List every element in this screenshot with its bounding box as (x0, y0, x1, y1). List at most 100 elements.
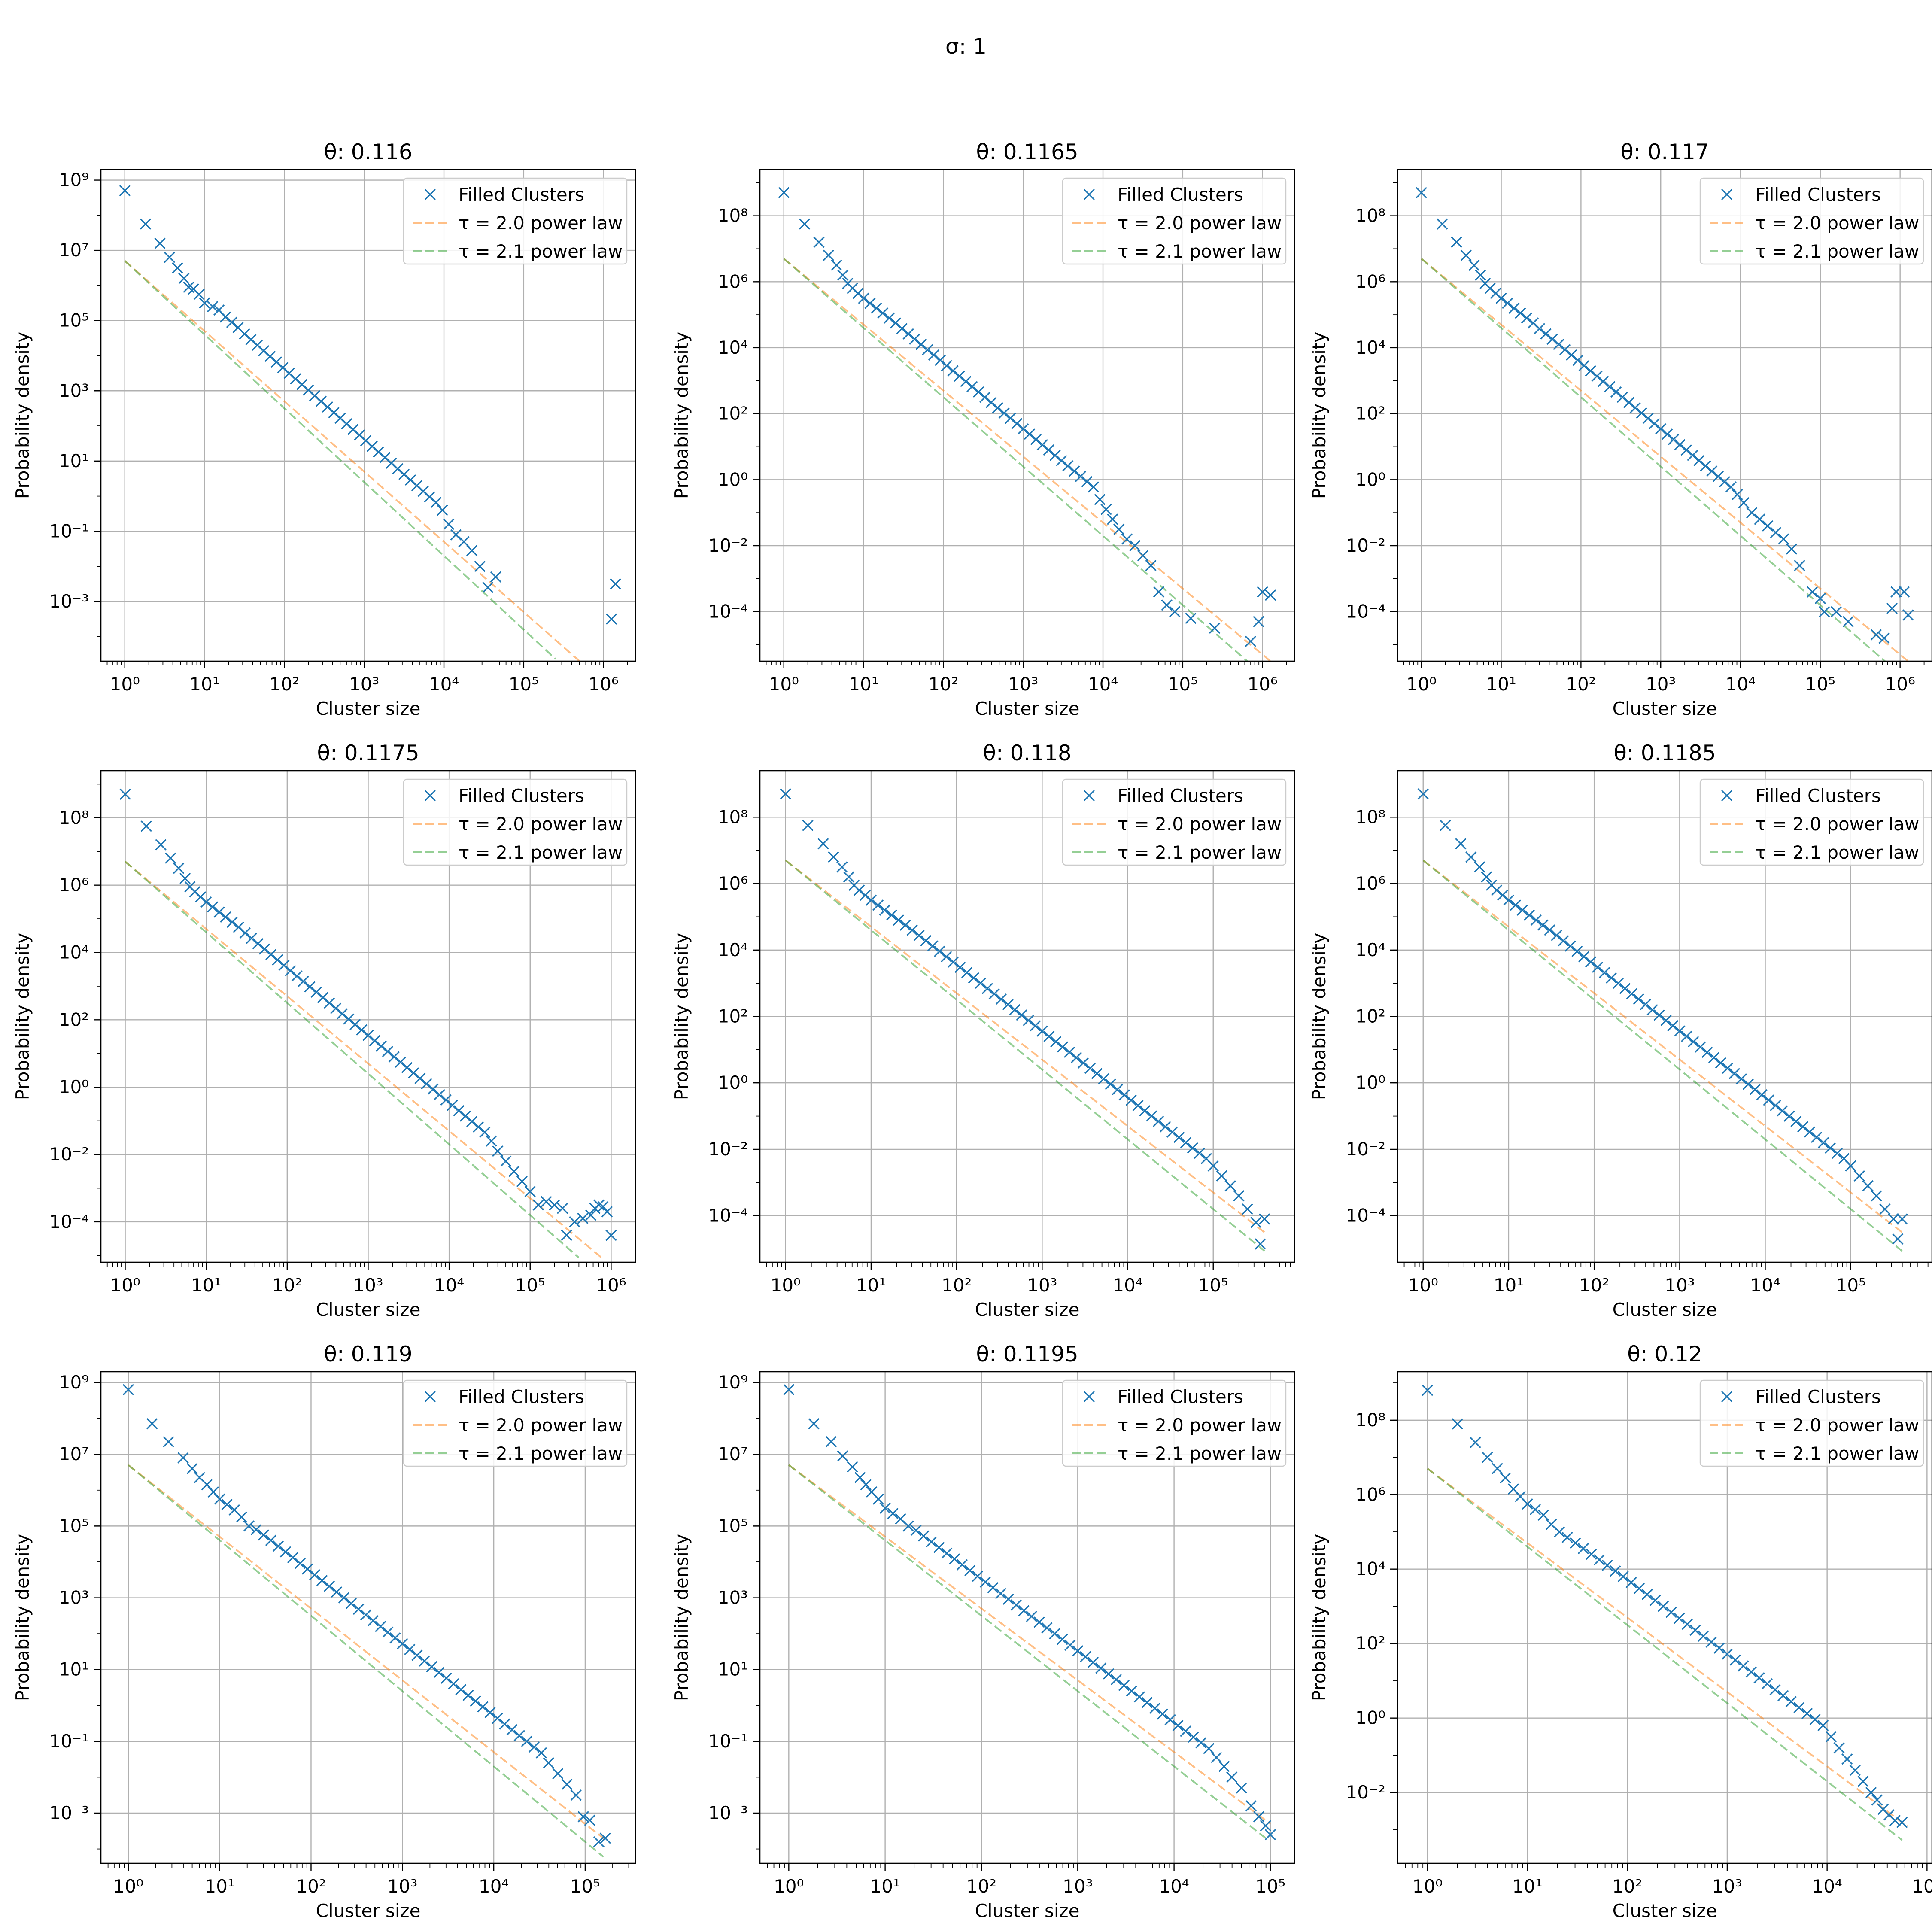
data-point-marker (1534, 323, 1545, 334)
y-tick-label: 10⁸ (59, 807, 89, 828)
data-point-marker (995, 993, 1007, 1005)
data-point-marker (1578, 360, 1590, 371)
x-tick-label: 10⁴ (1750, 1275, 1780, 1296)
x-tick-label: 10¹ (856, 1275, 886, 1296)
data-point-marker (165, 852, 176, 864)
data-point-marker (1746, 507, 1758, 519)
data-point-marker (1160, 1121, 1171, 1133)
subplot-5: 10⁰ 10¹ 10² 10³ 10⁴ 10⁵ 10⁻⁴ 10⁻² 10⁰ 10² 10⁴ 10⁶ 10… (671, 741, 1295, 1320)
data-point-marker (1063, 1046, 1075, 1058)
data-point-marker (421, 1078, 432, 1090)
legend-tau-2-0-label: τ = 2.0 power law (1118, 814, 1282, 835)
data-point-marker (437, 504, 448, 516)
data-point-marker (933, 1542, 945, 1553)
data-point-marker (860, 1479, 872, 1491)
data-point-marker (910, 1525, 922, 1536)
data-point-marker (1577, 1543, 1589, 1555)
data-point-marker (236, 1511, 247, 1523)
data-point-marker (430, 497, 442, 508)
tau-2-0-power-law-line (125, 861, 604, 1260)
axes-frame (759, 1371, 1295, 1864)
y-axis-label: Probability density (671, 332, 692, 499)
data-point-marker (1451, 236, 1462, 248)
data-point-marker (1110, 1674, 1122, 1686)
data-point-marker (1770, 527, 1781, 538)
y-tick-label: 10⁻¹ (49, 1731, 89, 1752)
data-point-marker (1508, 302, 1520, 314)
data-point-marker (998, 407, 1010, 419)
data-point-marker (1253, 616, 1264, 627)
data-point-marker (177, 1452, 189, 1464)
data-point-marker (1141, 1697, 1153, 1708)
y-axis-label: Probability density (1309, 332, 1330, 499)
data-point-marker (1598, 967, 1610, 978)
data-point-marker (1667, 1020, 1679, 1032)
x-axis-label: Cluster size (975, 1299, 1080, 1320)
x-tick-label: 10⁶ (589, 674, 619, 695)
data-point-marker (375, 1621, 386, 1632)
subplot-title: θ: 0.12 (1627, 1342, 1702, 1367)
tau-2-0-power-law-line (124, 260, 580, 661)
data-point-marker (926, 1536, 937, 1548)
data-point-marker (593, 1199, 605, 1211)
legend-filled-clusters-label: Filled Clusters (459, 785, 584, 806)
data-point-marker (606, 613, 617, 625)
data-point-marker (1166, 1126, 1178, 1138)
data-point-marker (1902, 609, 1914, 621)
data-point-marker (1129, 540, 1141, 552)
data-point-marker (1625, 1577, 1637, 1589)
x-tick-label: 10¹ (189, 674, 219, 695)
data-point-marker (1770, 1100, 1781, 1111)
y-tick-label: 10¹ (59, 450, 89, 471)
data-point-marker (1629, 402, 1641, 413)
data-point-marker (1103, 1668, 1115, 1680)
y-tick-label: 10⁸ (1355, 806, 1385, 827)
data-point-marker (1043, 444, 1054, 456)
x-tick-label: 10¹ (870, 1876, 900, 1897)
data-point-marker (1871, 1794, 1883, 1806)
data-point-marker (1761, 1678, 1773, 1690)
data-point-marker (1481, 871, 1492, 883)
axes-frame (1397, 169, 1932, 662)
data-point-marker (808, 1418, 820, 1430)
data-point-marker (1565, 349, 1577, 361)
x-tick-label: 10² (966, 1876, 996, 1897)
data-point-marker (1194, 1148, 1206, 1159)
data-point-marker (239, 927, 251, 939)
y-tick-label: 10⁴ (1355, 337, 1385, 358)
y-tick-label: 10² (718, 403, 748, 424)
data-point-marker (1041, 1622, 1053, 1634)
x-tick-label: 10¹ (848, 674, 878, 695)
data-point-marker (843, 871, 855, 883)
legend-filled-clusters-marker (424, 188, 436, 200)
data-point-marker (440, 1094, 452, 1106)
x-tick-label: 10⁵ (1912, 1876, 1932, 1897)
legend-box (1699, 778, 1924, 866)
x-tick-label: 10⁴ (429, 674, 459, 695)
data-point-marker (207, 901, 219, 913)
data-point-marker (1530, 1504, 1541, 1516)
y-tick-label: 10² (1355, 1633, 1385, 1654)
y-tick-label: 10⁴ (718, 939, 748, 960)
data-point-marker (906, 924, 918, 936)
x-axis-label: Cluster size (975, 698, 1080, 719)
data-point-marker (597, 1201, 609, 1212)
data-point-marker (395, 1057, 407, 1068)
data-point-marker (1570, 1537, 1581, 1549)
legend: Filled Clusters τ = 2.0 power law τ = 2.1 … (1699, 1379, 1924, 1467)
data-point-marker (1871, 1190, 1882, 1202)
tau-2-1-power-law-line (783, 258, 1249, 661)
data-point-marker (1738, 1660, 1749, 1672)
subplots-grid: 10⁰ 10¹ 10² 10³ 10⁴ 10⁵ 10⁶10⁻³10⁻¹10¹10³10⁵10… (12, 140, 1932, 1921)
data-point-marker (934, 355, 946, 366)
data-point-marker (1697, 1630, 1709, 1642)
data-point-marker (453, 1105, 465, 1117)
tau-2-0-power-law-line (1427, 1467, 1908, 1827)
data-point-marker (258, 943, 270, 955)
data-point-marker (200, 896, 212, 908)
data-point-marker (858, 292, 869, 304)
data-point-marker (1665, 1607, 1677, 1618)
data-point-marker (178, 273, 190, 284)
data-point-marker (1849, 1765, 1861, 1776)
data-point-marker (949, 1553, 960, 1565)
